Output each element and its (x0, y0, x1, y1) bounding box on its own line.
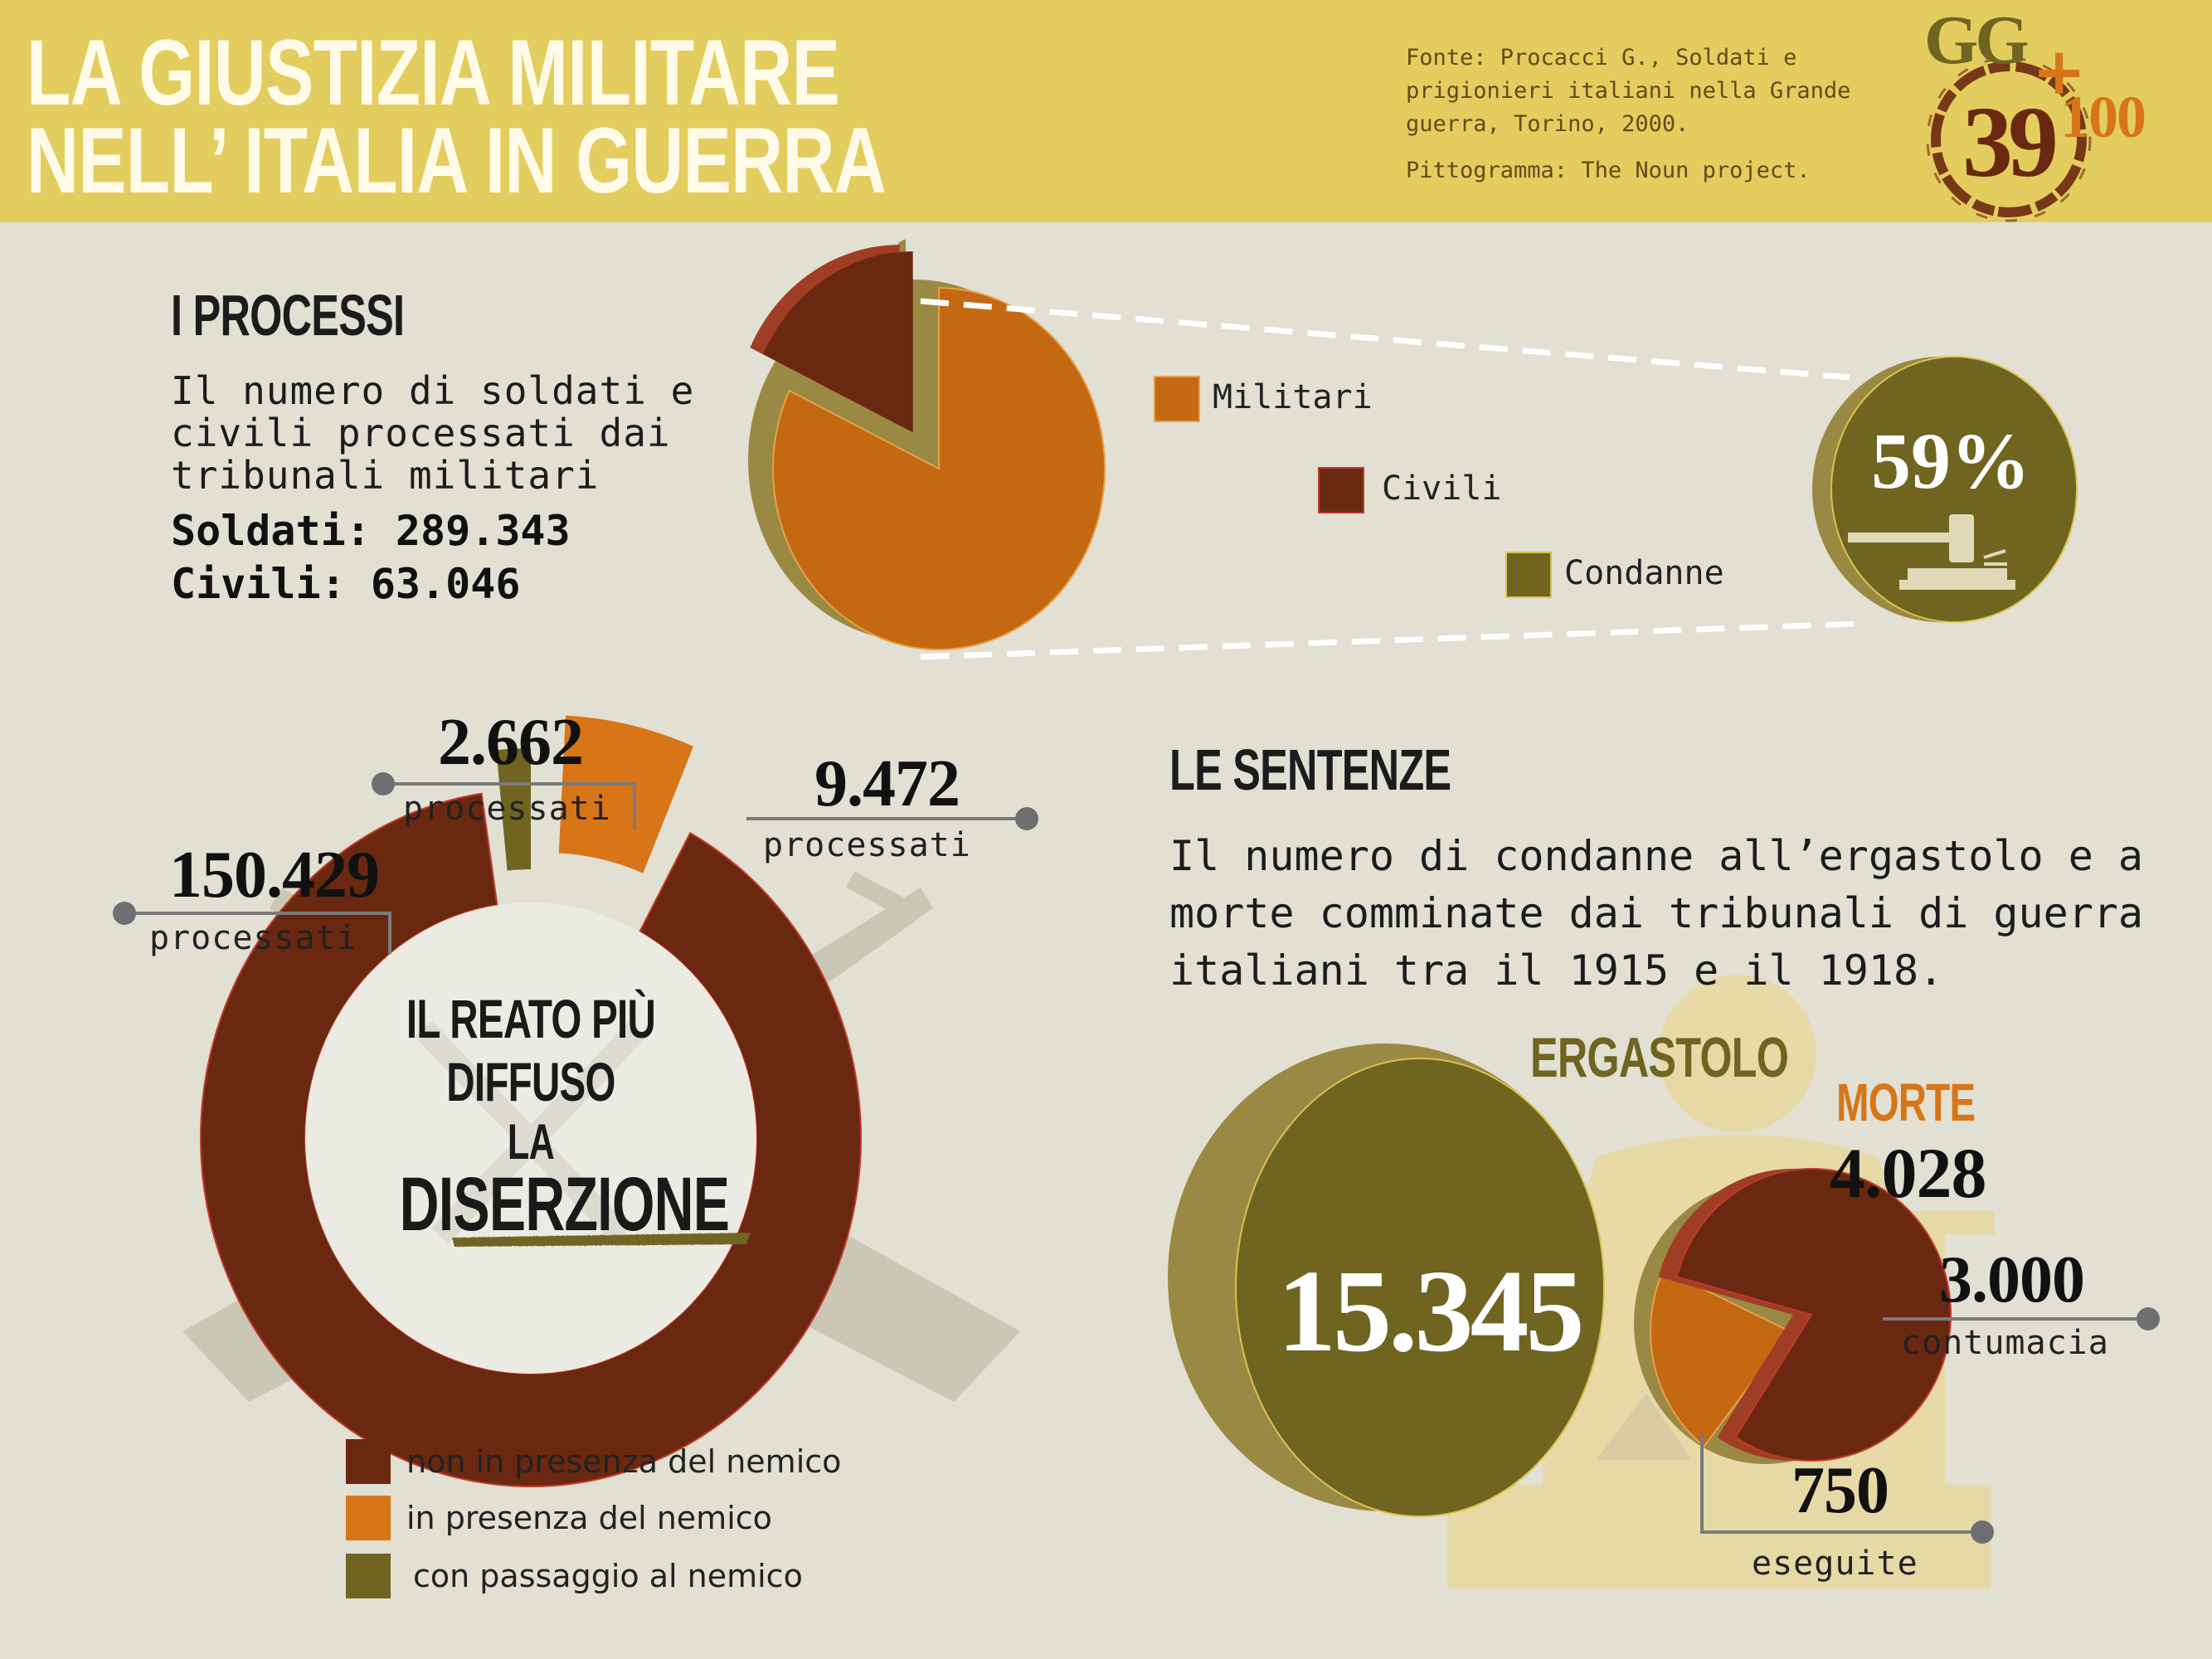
description-line: morte comminate dai tribunali di guerra (1169, 889, 2143, 937)
source-line: Fonte: Procacci G., Soldati e (1406, 45, 1797, 71)
page-title-line2: nell’ Italia in guerra (27, 109, 887, 212)
civili-count: Civili: 63.046 (171, 560, 521, 608)
donut-slice-presenza (558, 715, 693, 873)
legend-label-non-presenza: non in presenza del nemico (406, 1443, 842, 1480)
sentenze-description: Il numero di condanne all’ergastolo e a … (1169, 828, 2143, 1000)
ergastolo-title: Ergastolo (1530, 1026, 1789, 1089)
description-line: Il numero di condanne all’ergastolo e a (1169, 832, 2143, 880)
sentenze-leader-lines (1700, 1307, 2160, 1544)
legend-swatch-non-presenza (346, 1439, 391, 1484)
eseguite-value: 750 (1791, 1454, 1889, 1527)
center-title-line2: diffuso (446, 1051, 615, 1112)
donut-center-title: Il reato più diffuso la diserzione (348, 987, 730, 1261)
legend-label-civili: Civili (1382, 469, 1502, 508)
donut-slice-passaggio (496, 748, 531, 871)
legend-label-presenza: in presenza del nemico (406, 1500, 772, 1536)
description-line: italiani tra il 1915 e il 1918. (1169, 946, 1944, 995)
non-presenza-value: 150.429 (169, 839, 380, 912)
pictogram-credit: Pittogramma: The Noun project. (1406, 158, 1811, 183)
processi-pie-chart (748, 239, 1106, 650)
center-title-line4: diserzione (399, 1162, 730, 1247)
pie-slice-militari (772, 286, 1106, 650)
legend-swatch-passaggio (346, 1554, 391, 1598)
rifle-silhouette-inner (415, 1020, 647, 1244)
legend-label-passaggio: con passaggio al nemico (413, 1558, 803, 1594)
source-citation: Fonte: Procacci G., Soldati e prigionier… (1406, 41, 1850, 187)
logo-emblem (1926, 56, 2092, 222)
source-line: prigionieri italiani nella Grande (1406, 78, 1851, 104)
description-line: Il numero di soldati e (171, 368, 695, 413)
legend-swatch-presenza (346, 1496, 391, 1540)
pie2-slice-eseguite (1650, 1268, 1791, 1448)
page-title-line1: La giustizia militare (27, 21, 840, 124)
pie2-slice-contumacia (1675, 1168, 1952, 1462)
ergastolo-coin (1168, 1044, 1605, 1517)
sentenze-title: Le sentenze (1169, 737, 1451, 802)
processi-description: Il numero di soldati e civili processati… (171, 370, 694, 497)
pie-slice-civili (763, 251, 913, 433)
legend-label-militari: Militari (1213, 378, 1373, 416)
soldati-count: Soldati: 289.343 (171, 507, 571, 555)
source-line: guerra, Torino, 2000. (1406, 111, 1689, 137)
passaggio-value: 2.662 (438, 706, 584, 779)
ergastolo-value: 15.345 (1277, 1245, 1584, 1376)
zoom-line-top (920, 298, 1850, 381)
logo-plus: + (2032, 35, 2087, 109)
presenza-label: processati (763, 826, 971, 864)
title-brush-underline (452, 1233, 751, 1247)
legend-swatch-condanne (1505, 552, 1552, 598)
legend-label-condanne: Condanne (1564, 554, 1724, 592)
morte-title: Morte (1836, 1073, 1976, 1132)
eseguite-label: eseguite (1752, 1545, 1918, 1583)
gavel-icon (1848, 514, 2015, 590)
morte-value: 4.028 (1830, 1133, 1986, 1213)
legend-swatch-militari (1154, 376, 1200, 422)
condanne-percentage: 59% (1871, 416, 2030, 505)
logo-100: 100 (2060, 84, 2146, 150)
zoom-line-bottom (920, 620, 1859, 660)
description-line: civili processati dai (171, 411, 671, 455)
contumacia-label: contumacia (1901, 1324, 2109, 1362)
logo-39: 39 (1962, 86, 2059, 198)
passaggio-label: processati (403, 790, 611, 828)
non-presenza-label: processati (149, 919, 357, 957)
morte-pie-chart (1634, 1168, 1952, 1464)
processi-title: I processi (171, 283, 405, 348)
diserzione-leader-lines (113, 772, 1038, 954)
contumacia-value: 3.000 (1939, 1243, 2085, 1316)
description-line: tribunali militari (171, 453, 600, 498)
center-title-line1: Il reato più (406, 988, 656, 1049)
logo-gg: GG (1924, 2, 2030, 79)
center-title-line3: la (507, 1114, 555, 1170)
legend-swatch-civili (1318, 467, 1364, 513)
header-band (0, 0, 2212, 222)
presenza-value: 9.472 (814, 747, 960, 820)
